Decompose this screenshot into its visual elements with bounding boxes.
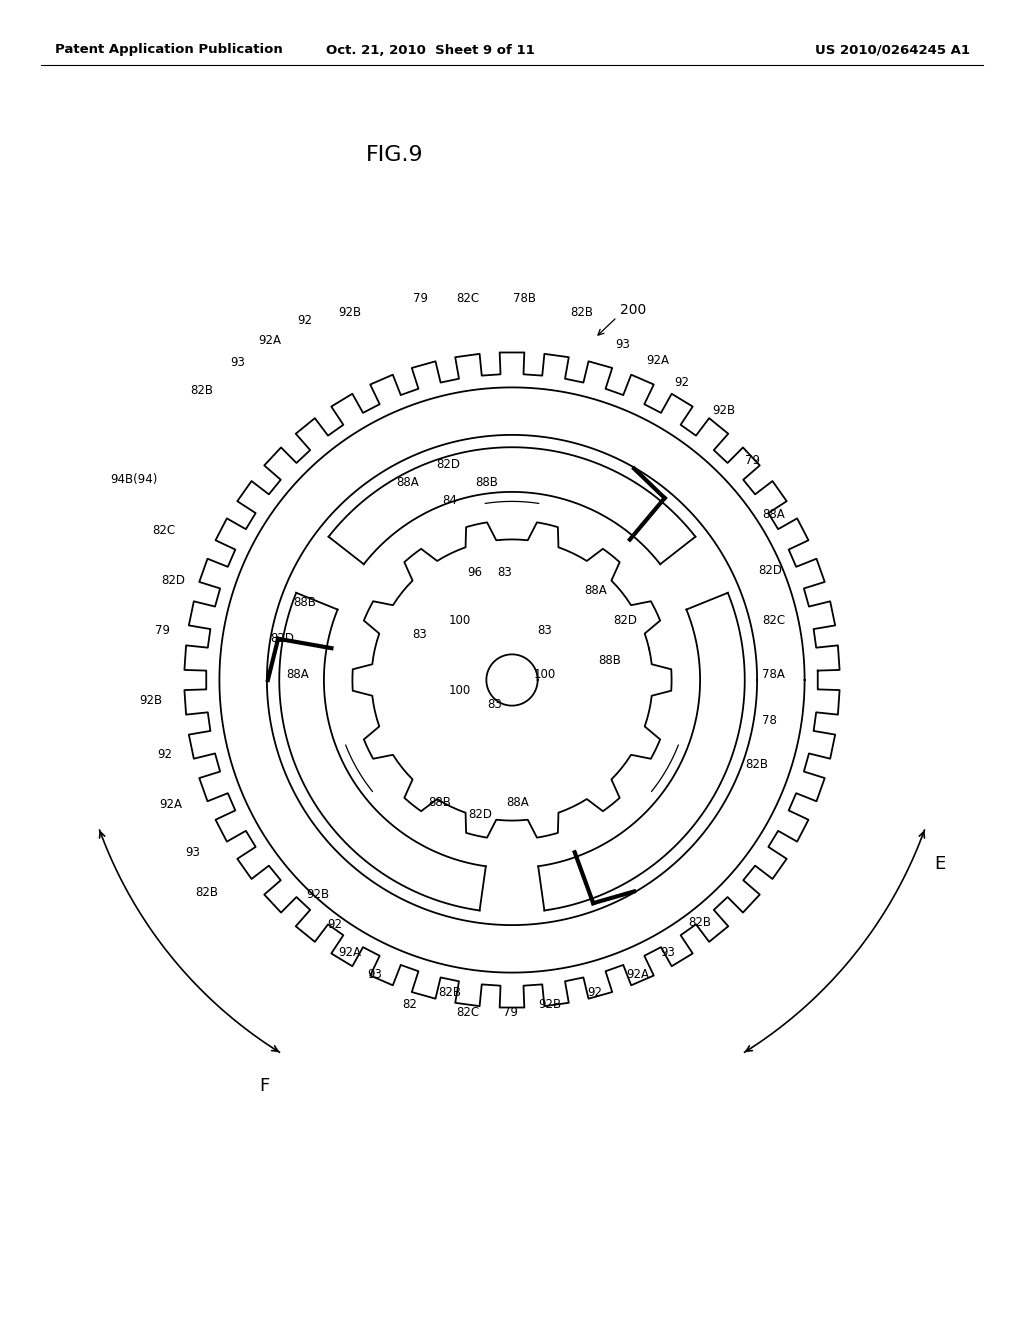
Text: 92: 92 — [328, 919, 342, 932]
Text: 82D: 82D — [758, 564, 782, 577]
Text: 100: 100 — [449, 684, 471, 697]
Text: 82D: 82D — [436, 458, 460, 471]
Text: 92B: 92B — [339, 305, 361, 318]
Text: 83: 83 — [413, 628, 427, 642]
Text: 82B: 82B — [688, 916, 712, 928]
Text: 92B: 92B — [306, 888, 330, 902]
Text: 83: 83 — [487, 698, 503, 711]
Text: 79: 79 — [413, 292, 427, 305]
Text: FIG.9: FIG.9 — [367, 145, 424, 165]
Text: 88A: 88A — [287, 668, 309, 681]
Text: 200: 200 — [620, 304, 646, 317]
Text: 84: 84 — [442, 494, 458, 507]
Text: 82D: 82D — [161, 573, 185, 586]
Text: E: E — [934, 855, 945, 873]
Text: 93: 93 — [230, 355, 246, 368]
Text: 83: 83 — [538, 623, 552, 636]
Text: 92A: 92A — [646, 354, 670, 367]
Text: 88B: 88B — [475, 475, 499, 488]
Text: 82B: 82B — [438, 986, 462, 998]
Text: US 2010/0264245 A1: US 2010/0264245 A1 — [815, 44, 970, 57]
Text: 82C: 82C — [457, 292, 479, 305]
Text: 92B: 92B — [712, 404, 735, 417]
Text: 82D: 82D — [270, 631, 294, 644]
Text: 92A: 92A — [159, 799, 182, 812]
Text: 92: 92 — [675, 375, 689, 388]
Text: 94B(94): 94B(94) — [111, 474, 158, 487]
Text: 79: 79 — [503, 1006, 517, 1019]
Text: 82C: 82C — [457, 1006, 479, 1019]
Text: 78: 78 — [762, 714, 777, 726]
Text: 79: 79 — [155, 623, 170, 636]
Text: 88A: 88A — [396, 475, 420, 488]
Text: F: F — [259, 1077, 269, 1096]
Text: 93: 93 — [660, 945, 676, 958]
Text: 83: 83 — [498, 565, 512, 578]
Text: 88A: 88A — [585, 583, 607, 597]
Text: 100: 100 — [449, 614, 471, 627]
Text: 100: 100 — [534, 668, 556, 681]
Text: 88B: 88B — [294, 595, 316, 609]
Text: 78B: 78B — [513, 292, 537, 305]
Text: 82B: 82B — [570, 306, 594, 319]
Text: 82: 82 — [402, 998, 418, 1011]
Text: 82B: 82B — [195, 886, 218, 899]
Text: 82C: 82C — [152, 524, 175, 536]
Text: 92: 92 — [157, 748, 172, 762]
Text: 92B: 92B — [139, 693, 162, 706]
Text: Patent Application Publication: Patent Application Publication — [55, 44, 283, 57]
Text: 88B: 88B — [599, 653, 622, 667]
Text: 78A: 78A — [762, 668, 784, 681]
Text: 93: 93 — [185, 846, 200, 858]
Text: 96: 96 — [468, 565, 482, 578]
Text: 92A: 92A — [258, 334, 282, 346]
Text: 82D: 82D — [468, 808, 492, 821]
Text: 92: 92 — [588, 986, 602, 998]
Text: 82D: 82D — [613, 614, 637, 627]
Text: 88A: 88A — [762, 508, 784, 521]
Text: 88B: 88B — [429, 796, 452, 808]
Text: 79: 79 — [745, 454, 760, 466]
Text: 92A: 92A — [627, 969, 649, 982]
Text: 93: 93 — [368, 969, 382, 982]
Text: Oct. 21, 2010  Sheet 9 of 11: Oct. 21, 2010 Sheet 9 of 11 — [326, 44, 535, 57]
Text: 92A: 92A — [339, 945, 361, 958]
Text: 82B: 82B — [190, 384, 213, 396]
Text: 82B: 82B — [745, 759, 768, 771]
Text: 82C: 82C — [762, 614, 785, 627]
Text: 92: 92 — [298, 314, 312, 326]
Text: 93: 93 — [615, 338, 631, 351]
Text: 92B: 92B — [539, 998, 561, 1011]
Text: 88A: 88A — [507, 796, 529, 808]
